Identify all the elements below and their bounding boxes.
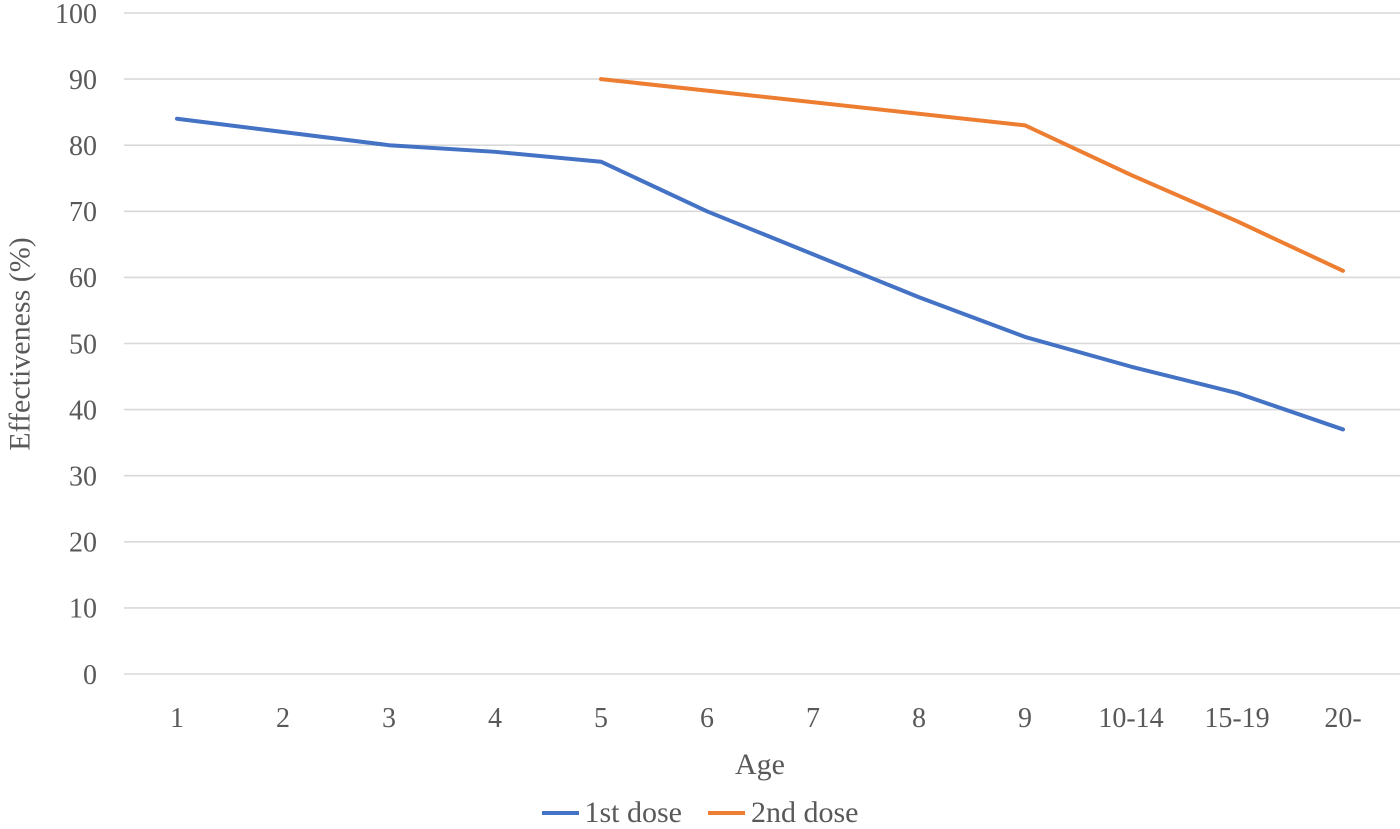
- x-tick-label: 10-14: [1098, 703, 1163, 734]
- y-tick-label: 90: [69, 65, 97, 96]
- y-tick-label: 70: [69, 197, 97, 228]
- y-tick-label: 50: [69, 329, 97, 360]
- x-tick-label: 9: [1018, 703, 1032, 734]
- x-tick-label: 7: [806, 703, 820, 734]
- legend-dash-icon: [541, 810, 579, 816]
- legend: 1st dose 2nd dose: [0, 796, 1400, 829]
- x-tick-label: 20-: [1324, 703, 1361, 734]
- y-axis-title: Effectiveness (%): [3, 237, 37, 451]
- series-line-2nd-dose: [599, 77, 1345, 273]
- y-tick-label: 80: [69, 131, 97, 162]
- y-tick-label: 40: [69, 395, 97, 426]
- x-tick-label: 3: [382, 703, 396, 734]
- x-tick-label: 15-19: [1204, 703, 1269, 734]
- y-tick-label: 100: [55, 0, 97, 30]
- legend-label: 1st dose: [584, 796, 683, 829]
- x-tick-label: 5: [594, 703, 608, 734]
- legend-label: 2nd dose: [751, 796, 859, 829]
- x-tick-label: 8: [912, 703, 926, 734]
- y-tick-label: 10: [69, 594, 97, 625]
- series-line-1st-dose: [175, 116, 1345, 432]
- x-tick-label: 6: [700, 703, 714, 734]
- legend-dash-icon: [708, 810, 745, 816]
- legend-item-2nd-dose: 2nd dose: [708, 796, 859, 829]
- x-tick-label: 2: [276, 703, 290, 734]
- x-tick-label: 1: [170, 703, 184, 734]
- x-axis-title: Age: [735, 748, 785, 781]
- y-tick-label: 60: [69, 263, 97, 294]
- y-tick-label: 0: [83, 660, 97, 691]
- y-tick-label: 30: [69, 462, 97, 493]
- legend-item-1st-dose: 1st dose: [541, 796, 683, 829]
- x-tick-label: 4: [488, 703, 502, 734]
- y-tick-label: 20: [69, 528, 97, 559]
